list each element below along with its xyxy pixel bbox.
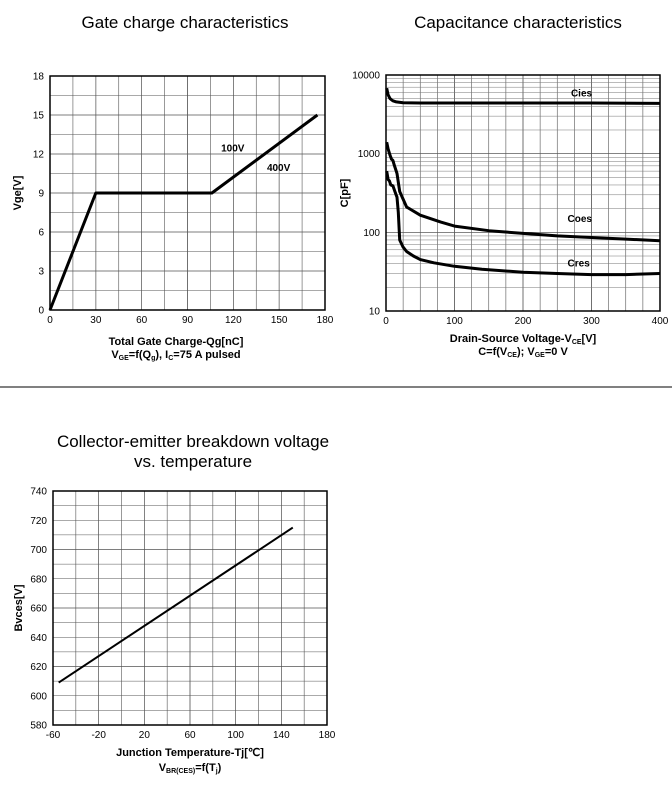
x-tick-label: 0: [47, 315, 53, 326]
x-tick-label: 100: [227, 730, 244, 741]
y-tick-label: 680: [30, 574, 47, 585]
series-line-bvces: [58, 526, 294, 684]
x-tick-label: 0: [383, 316, 389, 327]
x-tick-label: 180: [319, 730, 336, 741]
y-tick-label: 0: [38, 306, 44, 317]
y-tick-label: 720: [30, 516, 47, 527]
y-tick-label: 15: [33, 111, 45, 122]
series-line-cies: [385, 87, 661, 105]
x-tick-label: 300: [583, 316, 600, 327]
gate-charge-ylabel: Vge[V]: [12, 175, 24, 210]
gate-charge-xlabel: Total Gate Charge-Qg[nC]: [109, 336, 244, 348]
x-tick-label: -20: [91, 730, 106, 741]
y-tick-label: 6: [38, 228, 44, 239]
y-tick-label: 100: [363, 228, 380, 239]
breakdown-grid: [52, 490, 328, 726]
breakdown-voltage-chart: Collector-emitter breakdown voltage vs. …: [13, 432, 336, 775]
x-tick-label: 140: [273, 730, 290, 741]
capacitance-title: Capacitance characteristics: [414, 13, 622, 32]
capacitance-xlabel: Drain-Source Voltage-VCE[V]: [450, 333, 597, 346]
x-tick-label: 60: [136, 315, 148, 326]
y-tick-label: 12: [33, 150, 45, 161]
y-tick-label: 10: [369, 307, 381, 318]
gate-charge-y-ticks: 0 3 6 9 12 15 18: [33, 72, 45, 317]
x-tick-label: 30: [90, 315, 102, 326]
y-tick-label: 10000: [352, 71, 380, 82]
x-tick-label: 400: [652, 316, 669, 327]
y-tick-label: 660: [30, 604, 47, 615]
capacitance-y-ticks: 10 100 1000 10000: [352, 71, 380, 318]
capacitance-chart: Capacitance characteristics 0 100 200 300 40…: [339, 13, 669, 359]
x-tick-label: 150: [271, 315, 288, 326]
gate-charge-x-ticks: 0 30 60 90 120 150 180: [47, 315, 334, 326]
x-tick-label: 90: [182, 315, 194, 326]
x-tick-label: 180: [317, 315, 334, 326]
y-tick-label: 580: [30, 721, 47, 732]
annotation-100v: 100V: [221, 143, 245, 154]
gate-charge-title: Gate charge characteristics: [82, 13, 289, 32]
breakdown-xlabel: Junction Temperature-Tj[℃]: [116, 747, 264, 759]
capacitance-x-ticks: 0 100 200 300 400: [383, 316, 669, 327]
x-tick-label: 60: [184, 730, 196, 741]
breakdown-series: [58, 526, 294, 684]
y-tick-label: 9: [38, 189, 44, 200]
gate-charge-frame: [49, 75, 326, 311]
annotation-cies: Cies: [571, 89, 593, 100]
x-tick-label: 20: [139, 730, 151, 741]
y-tick-label: 700: [30, 545, 47, 556]
breakdown-title-line2: vs. temperature: [134, 452, 252, 471]
capacitance-ylabel: C[pF]: [339, 178, 351, 207]
x-tick-label: 200: [515, 316, 532, 327]
y-tick-label: 1000: [358, 149, 381, 160]
annotation-cres: Cres: [568, 258, 591, 269]
annotation-coes: Coes: [568, 214, 593, 225]
breakdown-title-line1: Collector-emitter breakdown voltage: [57, 432, 329, 451]
capacitance-frame: [385, 74, 661, 312]
breakdown-ylabel: Bvces[V]: [13, 584, 25, 631]
breakdown-caption: VBR(CES)=f(Tj): [159, 762, 222, 775]
series-line-coes: [385, 141, 661, 243]
gate-charge-chart: Gate charge characteristics 0 30 60 90 120 15…: [12, 13, 334, 362]
y-tick-label: 620: [30, 662, 47, 673]
y-tick-label: 600: [30, 691, 47, 702]
capacitance-caption: C=f(VCE); VGE=0 V: [478, 346, 568, 359]
breakdown-x-ticks: -60 -20 20 60 100 140 180: [46, 730, 336, 741]
series-line-vge: [48, 113, 319, 311]
series-line-cres: [385, 170, 661, 277]
breakdown-frame: [52, 490, 328, 726]
y-tick-label: 3: [38, 267, 44, 278]
y-tick-label: 18: [33, 72, 45, 83]
y-tick-label: 740: [30, 487, 47, 498]
x-tick-label: 100: [446, 316, 463, 327]
x-tick-label: -60: [46, 730, 61, 741]
breakdown-y-ticks: 580 600 620 640 660 680 700 720 740: [30, 487, 47, 732]
gate-charge-series: [48, 113, 319, 311]
x-tick-label: 120: [225, 315, 242, 326]
gate-charge-caption: VGE=f(Qg), IC=75 A pulsed: [111, 349, 240, 362]
y-tick-label: 640: [30, 633, 47, 644]
capacitance-series: [385, 87, 661, 277]
annotation-400v: 400V: [267, 163, 291, 174]
